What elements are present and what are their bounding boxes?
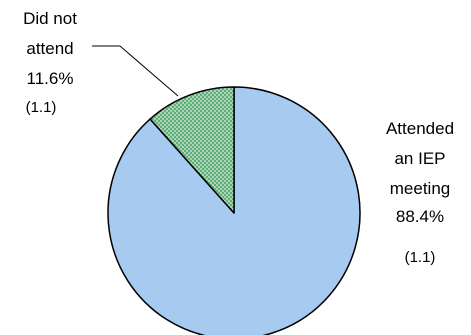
slice-label-attended-line3: meeting xyxy=(390,179,450,198)
slice-label-attended-line2: an IEP xyxy=(394,149,445,168)
pie-slice-did-not-attend xyxy=(149,86,235,214)
leader-line-did-not-attend xyxy=(92,45,179,97)
slice-label-attended-line1: Attended xyxy=(386,119,454,138)
slice-label-did-not-attend-line1: Did not xyxy=(23,9,77,28)
slice-se-did-not-attend: (1.1) xyxy=(26,99,57,116)
slice-se-attended: (1.1) xyxy=(405,249,436,266)
slice-label-did-not-attend-line2: attend xyxy=(26,39,73,58)
pie-slices xyxy=(107,86,361,335)
slice-value-attended: 88.4% xyxy=(396,207,444,226)
slice-value-did-not-attend: 11.6% xyxy=(27,69,74,88)
